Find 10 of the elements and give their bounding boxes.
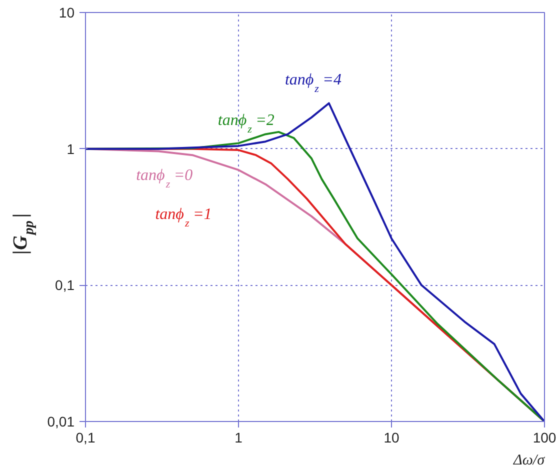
x-tick-label: 1: [234, 430, 243, 446]
y-tick-label: 0,01: [47, 414, 75, 430]
x-tick-label: 10: [384, 430, 400, 446]
y-axis-title: |Gpp|: [10, 213, 37, 254]
x-axis-title: Δω/σ: [512, 452, 546, 468]
y-tick-label: 0,1: [55, 277, 75, 294]
y-tick-label: 1: [66, 140, 75, 157]
y-tick-label: 10: [58, 4, 75, 20]
x-tick-label: 100: [532, 430, 556, 446]
x-tick-label: 0,1: [76, 430, 96, 446]
